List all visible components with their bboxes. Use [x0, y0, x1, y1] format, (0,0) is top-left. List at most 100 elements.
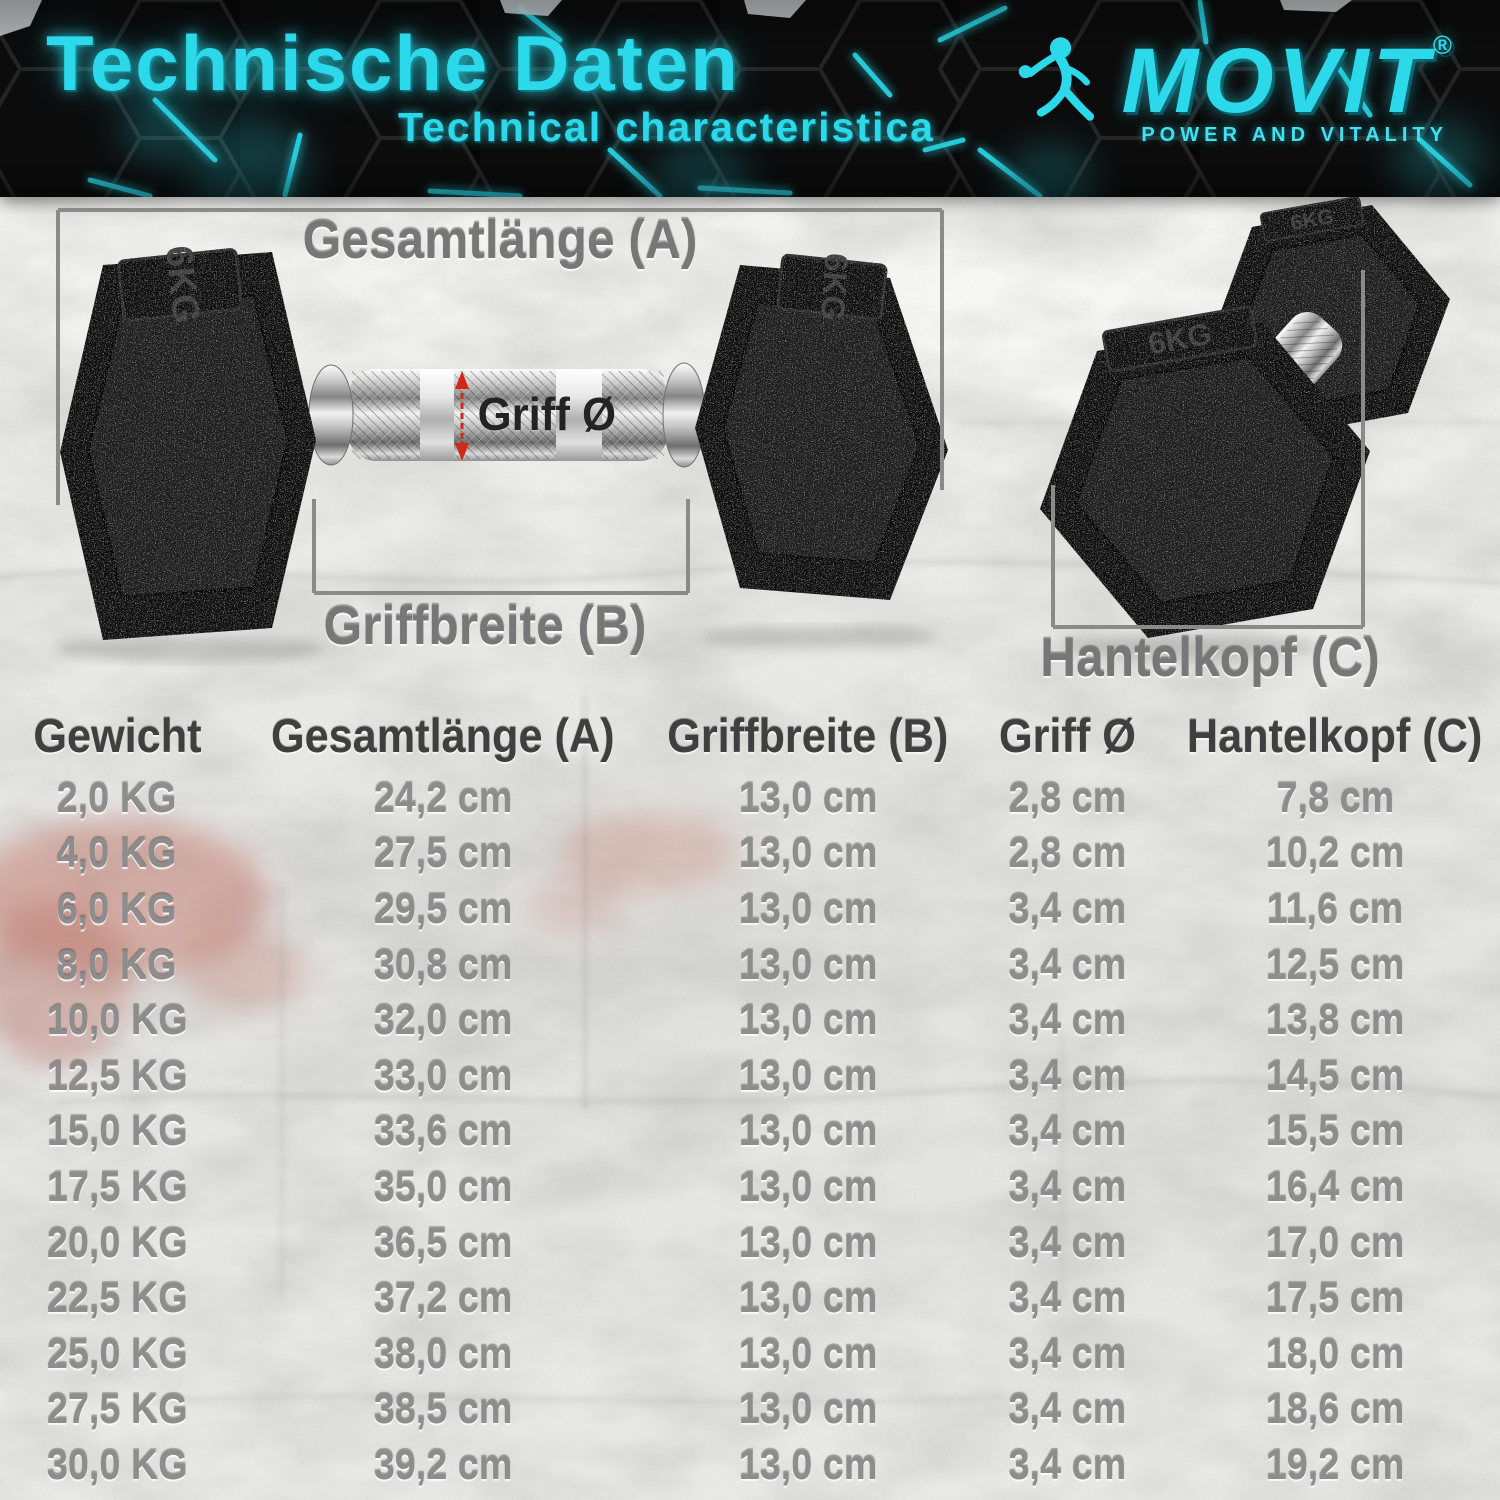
- spec-cell: 3,4 cm: [1008, 1274, 1126, 1322]
- brand-tagline: POWER AND VITALITY: [1141, 124, 1448, 146]
- spec-cell: 13,0 cm: [738, 829, 878, 877]
- spec-cell: 38,5 cm: [373, 1385, 513, 1433]
- dumbbell-shadows: [55, 626, 1320, 662]
- spec-cell: 3,4 cm: [1008, 1440, 1126, 1488]
- spec-cell: 13,0 cm: [738, 1385, 878, 1433]
- spec-col-header-3: Griff Ø: [998, 708, 1136, 762]
- spec-cell: 11,6 cm: [1266, 884, 1404, 932]
- spec-cell: 10,0 KG: [46, 996, 188, 1044]
- spec-cell: 14,5 cm: [1265, 1051, 1405, 1099]
- spec-cell: 3,4 cm: [1008, 1051, 1126, 1099]
- spec-cell: 33,0 cm: [373, 1051, 513, 1099]
- spec-cell: 3,4 cm: [1008, 1107, 1126, 1155]
- spec-cell: 12,5 cm: [1265, 940, 1405, 988]
- spec-cell: 13,0 cm: [738, 996, 878, 1044]
- spec-cell: 19,2 cm: [1265, 1440, 1405, 1488]
- spec-cell: 10,2 cm: [1265, 829, 1405, 877]
- spec-cell: 3,4 cm: [1008, 1385, 1126, 1433]
- spec-cell: 30,0 KG: [46, 1440, 188, 1488]
- hex-pattern-background: [0, 0, 1500, 197]
- brand-wordmark: MOVIT®: [1122, 32, 1453, 127]
- registered-mark-icon: ®: [1432, 30, 1452, 60]
- spec-cell: 30,8 cm: [373, 940, 513, 988]
- spec-cell: 13,0 cm: [738, 773, 878, 821]
- movit-logo: MOVIT® POWER AND VITALITY: [1018, 22, 1462, 162]
- spec-cell: 39,2 cm: [373, 1440, 513, 1488]
- spec-cell: 13,0 cm: [738, 1274, 878, 1322]
- grip-diameter-label: Griff Ø: [477, 388, 617, 440]
- spec-cell: 29,5 cm: [373, 884, 513, 932]
- movit-figure-icon: [1018, 37, 1095, 121]
- spec-cell: 18,0 cm: [1265, 1329, 1405, 1377]
- spec-cell: 4,0 KG: [57, 829, 177, 877]
- grip-diameter-arrow: [455, 371, 469, 461]
- dimension-diagram: 6KG 6KG: [0, 196, 1500, 702]
- total-length-label: Gesamtlänge (A): [302, 210, 698, 270]
- spec-cell: 37,2 cm: [373, 1274, 513, 1322]
- dumbbell-side-view: 6KG 6KG: [60, 244, 948, 640]
- total-length-bracket: [56, 208, 944, 505]
- spec-cell: 17,5 cm: [1265, 1274, 1405, 1322]
- spec-cell: 15,0 KG: [46, 1107, 188, 1155]
- spec-cell: 33,6 cm: [373, 1107, 513, 1155]
- spec-cell: 2,8 cm: [1008, 773, 1126, 821]
- page-subtitle: Technical characteristica: [398, 104, 935, 150]
- spec-cell: 13,0 cm: [738, 1329, 878, 1377]
- spec-cell: 7,8 cm: [1276, 773, 1394, 821]
- spec-cell: 15,5 cm: [1265, 1107, 1405, 1155]
- spec-cell: 2,0 KG: [57, 773, 177, 821]
- spec-cell: 13,8 cm: [1265, 996, 1405, 1044]
- head-size-label: Hantelkopf (C): [1040, 628, 1380, 688]
- spec-cell: 16,4 cm: [1265, 1162, 1405, 1210]
- right-hex-head: 6KG: [695, 252, 948, 600]
- spec-cell: 13,0 cm: [738, 1440, 878, 1488]
- spec-cell: 38,0 cm: [373, 1329, 513, 1377]
- spec-cell: 17,0 cm: [1265, 1218, 1405, 1266]
- spec-cell: 17,5 KG: [46, 1162, 188, 1210]
- spec-cell: 36,5 cm: [373, 1218, 513, 1266]
- dimension-brackets: [56, 208, 1365, 629]
- spec-cell: 3,4 cm: [1008, 940, 1126, 988]
- spec-cell: 25,0 KG: [46, 1329, 188, 1377]
- grip-width-bracket: [312, 499, 690, 595]
- weight-marking-text: 6KG: [157, 244, 207, 326]
- spec-cell: 24,2 cm: [373, 773, 513, 821]
- spec-cell: 3,4 cm: [1008, 996, 1126, 1044]
- spec-table: Gewicht Gesamtlänge (A) Griffbreite (B) Gri…: [0, 700, 1500, 1493]
- spec-cell: 3,4 cm: [1008, 1218, 1126, 1266]
- weight-marking-text: 6KG: [814, 252, 856, 322]
- spec-cell: 3,4 cm: [1008, 1162, 1126, 1210]
- brick-patches: [0, 810, 736, 1067]
- grip-width-label: Griffbreite (B): [323, 596, 647, 656]
- spec-cell: 12,5 KG: [46, 1051, 188, 1099]
- dumbbell-angled-view: 6KG 6KG: [1040, 196, 1450, 638]
- head-width-bracket: [1051, 270, 1365, 629]
- spec-cell: 8,0 KG: [57, 940, 177, 988]
- spec-col-header-1: Gesamtlänge (A): [271, 708, 615, 762]
- spec-col-header-0: Gewicht: [32, 708, 202, 762]
- left-hex-head: 6KG: [60, 244, 316, 640]
- spec-cell: 20,0 KG: [46, 1218, 188, 1266]
- header-banner: Technische Daten Technical characteristi…: [0, 0, 1500, 197]
- spec-cell: 13,0 cm: [738, 1107, 878, 1155]
- spec-cell: 13,0 cm: [738, 940, 878, 988]
- spec-cell: 6,0 KG: [57, 884, 177, 932]
- spec-cell: 22,5 KG: [46, 1274, 188, 1322]
- spec-cell: 27,5 cm: [373, 829, 513, 877]
- front-hex-head: 6KG: [1040, 305, 1370, 638]
- spec-cell: 32,0 cm: [373, 996, 513, 1044]
- spec-cell: 3,4 cm: [1008, 1329, 1126, 1377]
- spec-cell: 13,0 cm: [738, 884, 878, 932]
- handle-chrome: [308, 362, 706, 468]
- spec-col-header-2: Griffbreite (B): [667, 708, 949, 762]
- spec-cell: 13,0 cm: [738, 1218, 878, 1266]
- spec-cell: 35,0 cm: [373, 1162, 513, 1210]
- spec-cell: 27,5 KG: [46, 1385, 188, 1433]
- brand-text: MOVIT: [1121, 30, 1433, 132]
- dumbbell-illustration: 6KG 6KG: [55, 196, 1450, 662]
- spec-cell: 13,0 cm: [738, 1162, 878, 1210]
- spec-cell: 18,6 cm: [1265, 1385, 1405, 1433]
- spec-col-header-4: Hantelkopf (C): [1187, 708, 1483, 762]
- spec-cell: 13,0 cm: [738, 1051, 878, 1099]
